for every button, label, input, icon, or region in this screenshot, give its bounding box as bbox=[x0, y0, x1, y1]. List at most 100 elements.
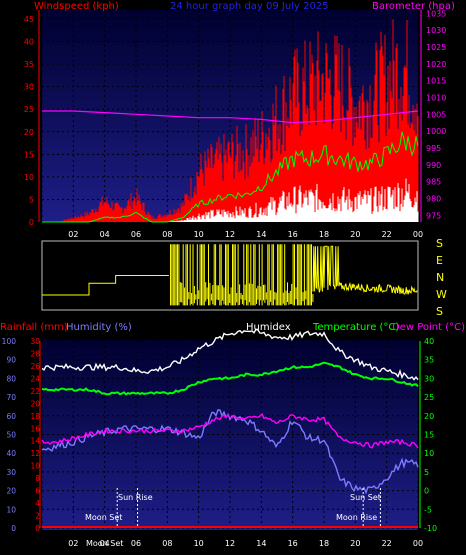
rain-y-tick-label: 2 bbox=[35, 512, 40, 521]
wind-y-tick-label: 45 bbox=[24, 15, 34, 24]
temp-y-tick-label: -10 bbox=[424, 524, 437, 533]
humidity-y-tick-label: 60 bbox=[6, 412, 16, 421]
temp-y-tick-label: 20 bbox=[424, 412, 434, 421]
rain-y-tick-label: 20 bbox=[30, 399, 40, 408]
barometer-y-tick-label: 975 bbox=[426, 211, 441, 220]
temp-x-tick-label: 14 bbox=[256, 539, 266, 548]
humidity-y-tick-label: 70 bbox=[6, 393, 16, 402]
wind-y-tick-label: 35 bbox=[24, 60, 34, 69]
humidity-y-tick-label: 10 bbox=[6, 505, 16, 514]
sun-set-label: Sun Set bbox=[350, 493, 381, 502]
wind-x-tick-label: 06 bbox=[131, 230, 141, 239]
rain-y-tick-label: 8 bbox=[35, 474, 40, 483]
bottom-moon-set-label: Moon Set bbox=[86, 539, 123, 548]
dewpoint-label: Dew Point (°C) bbox=[392, 322, 465, 333]
wind-y-tick-label: 20 bbox=[24, 128, 34, 137]
chart-title: 24 hour graph day 09 July 2025 bbox=[170, 1, 329, 12]
barometer-y-tick-label: 995 bbox=[426, 144, 441, 153]
temperature-series bbox=[41, 361, 419, 396]
wind-y-tick-label: 15 bbox=[24, 150, 34, 159]
wind-x-tick-label: 22 bbox=[382, 230, 392, 239]
humidity-series bbox=[41, 409, 419, 495]
rain-y-tick-label: 0 bbox=[35, 524, 40, 533]
barometer-y-tick-label: 1035 bbox=[426, 9, 446, 18]
barometer-y-tick-label: 1020 bbox=[426, 60, 446, 69]
wind-x-tick-label: 00 bbox=[413, 230, 423, 239]
wind-x-tick-label: 02 bbox=[68, 230, 78, 239]
direction-switching-series bbox=[170, 244, 314, 306]
humidity-y-tick-label: 100 bbox=[2, 337, 17, 346]
temp-y-tick-label: 40 bbox=[424, 337, 434, 346]
direction-letter-w: W bbox=[436, 288, 447, 301]
temp-x-tick-label: 08 bbox=[162, 539, 172, 548]
wind-y-tick-label: 25 bbox=[24, 105, 34, 114]
wind-x-tick-label: 12 bbox=[225, 230, 235, 239]
temp-x-tick-label: 02 bbox=[68, 539, 78, 548]
temperature-label: Temperature (°C) bbox=[312, 322, 399, 333]
wind-y-tick-label: 0 bbox=[29, 218, 34, 227]
humidity-y-tick-label: 0 bbox=[11, 524, 16, 533]
barometer-y-tick-label: 1025 bbox=[426, 43, 446, 52]
temp-x-tick-label: 22 bbox=[382, 539, 392, 548]
rain-y-tick-label: 10 bbox=[30, 462, 40, 471]
humidity-label: Humidity (%) bbox=[66, 322, 132, 333]
series-layer bbox=[41, 19, 419, 528]
wind-x-tick-label: 20 bbox=[350, 230, 360, 239]
wind-x-tick-label: 04 bbox=[100, 230, 110, 239]
temp-x-tick-label: 04 bbox=[100, 539, 110, 548]
temp-y-tick-label: 5 bbox=[424, 468, 429, 477]
barometer-y-tick-label: 980 bbox=[426, 194, 441, 203]
humidity-y-tick-label: 30 bbox=[6, 468, 16, 477]
wind-x-tick-label: 14 bbox=[256, 230, 266, 239]
rain-y-tick-label: 4 bbox=[35, 499, 40, 508]
direction-letter-s-top: S bbox=[436, 237, 443, 250]
temp-y-tick-label: 10 bbox=[424, 449, 434, 458]
temp-y-tick-label: 25 bbox=[424, 393, 434, 402]
temp-y-tick-label: 30 bbox=[424, 374, 434, 383]
temp-x-tick-label: 12 bbox=[225, 539, 235, 548]
barometer-y-tick-label: 1015 bbox=[426, 77, 446, 86]
wind-y-tick-label: 10 bbox=[24, 173, 34, 182]
direction-letter-e: E bbox=[436, 254, 443, 267]
moon-set-label: Moon Set bbox=[85, 513, 122, 522]
humidex-series bbox=[41, 328, 419, 381]
direction-letter-s-bottom: S bbox=[436, 305, 443, 318]
temp-x-tick-label: 18 bbox=[319, 539, 329, 548]
wind-x-tick-label: 10 bbox=[194, 230, 204, 239]
rain-y-tick-label: 14 bbox=[30, 437, 40, 446]
sun-rise-label: Sun Rise bbox=[118, 493, 153, 502]
humidity-y-tick-label: 40 bbox=[6, 449, 16, 458]
direction-noisy-series bbox=[312, 245, 418, 296]
temp-x-tick-label: 16 bbox=[288, 539, 298, 548]
humidity-y-tick-label: 20 bbox=[6, 487, 16, 496]
rain-y-tick-label: 26 bbox=[30, 362, 40, 371]
rain-y-tick-label: 12 bbox=[30, 449, 40, 458]
temp-y-tick-label: 15 bbox=[424, 431, 434, 440]
wind-avg-series bbox=[42, 131, 419, 223]
rain-y-tick-label: 6 bbox=[35, 487, 40, 496]
barometer-y-tick-label: 1030 bbox=[426, 26, 446, 35]
wind-y-tick-label: 40 bbox=[24, 38, 34, 47]
humidity-y-tick-label: 50 bbox=[6, 431, 16, 440]
rain-y-tick-label: 22 bbox=[30, 387, 40, 396]
wind-x-tick-label: 08 bbox=[162, 230, 172, 239]
temp-x-tick-label: 06 bbox=[131, 539, 141, 548]
rain-y-tick-label: 16 bbox=[30, 424, 40, 433]
wind-gust-series bbox=[57, 19, 419, 222]
humidity-y-tick-label: 80 bbox=[6, 374, 16, 383]
humidex-label: Humidex bbox=[246, 322, 291, 333]
temp-y-tick-label: 0 bbox=[424, 487, 429, 496]
temp-x-tick-label: 10 bbox=[194, 539, 204, 548]
windspeed-label: Windspeed (kph) bbox=[34, 1, 119, 12]
barometer-y-tick-label: 1005 bbox=[426, 110, 446, 119]
temp-y-tick-label: 35 bbox=[424, 356, 434, 365]
wind-x-tick-label: 18 bbox=[319, 230, 329, 239]
wind-x-tick-label: 16 bbox=[288, 230, 298, 239]
temp-x-tick-label: 00 bbox=[413, 539, 423, 548]
direction-calm-series bbox=[42, 275, 169, 296]
wind-y-tick-label: 5 bbox=[29, 195, 34, 204]
moon-rise-label: Moon Rise bbox=[336, 513, 377, 522]
barometer-y-tick-label: 1010 bbox=[426, 93, 446, 102]
